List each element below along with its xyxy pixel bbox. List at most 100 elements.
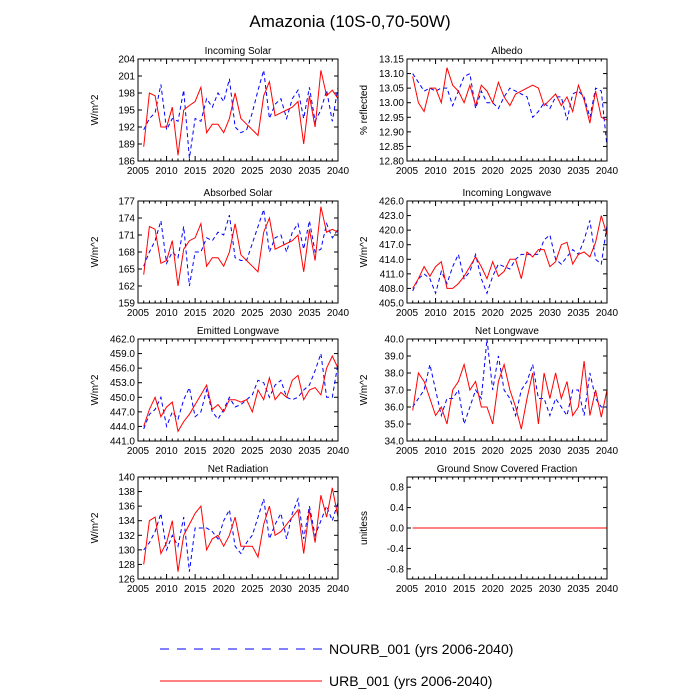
x-tick-label-emitted-longwave: 2040: [327, 446, 350, 457]
y-tick-label-ground-snow-covered-fraction: 0.8: [390, 483, 404, 494]
y-tick-label-incoming-longwave: 414.0: [379, 255, 404, 266]
y-tick-label-ground-snow-covered-fraction: -0.4: [387, 544, 405, 555]
y-tick-label-net-radiation: 140: [118, 473, 135, 484]
y-tick-label-albedo: 13.05: [379, 84, 404, 95]
y-tick-label-incoming-longwave: 420.0: [379, 226, 404, 237]
y-tick-label-albedo: 12.85: [379, 142, 404, 153]
x-tick-label-ground-snow-covered-fraction: 2020: [482, 584, 505, 595]
y-tick-label-albedo: 13.15: [379, 55, 404, 66]
plot-frame-net-radiation: [137, 476, 339, 580]
y-tick-label-emitted-longwave: 459.0: [110, 349, 135, 360]
panel-title-ground-snow-covered-fraction: Ground Snow Covered Fraction: [437, 464, 578, 475]
y-tick-label-incoming-longwave: 408.0: [379, 284, 404, 295]
y-axis-label-absorbed-solar: W/m^2: [90, 236, 101, 267]
y-tick-label-incoming-longwave: 423.0: [379, 211, 404, 222]
panel-title-incoming-longwave: Incoming Longwave: [463, 188, 552, 199]
series-line-urb-albedo: [412, 67, 608, 124]
chart-panels: Incoming Solar W/m^2 186 189 192 195 198 201 204…: [90, 46, 619, 595]
y-axis-label-incoming-solar: W/m^2: [90, 94, 101, 125]
x-tick-label-albedo: 2040: [596, 166, 619, 177]
y-tick-label-net-longwave: 40.0: [385, 335, 405, 346]
y-tick-label-net-radiation: 138: [118, 487, 135, 498]
y-tick-label-net-longwave: 36.0: [385, 403, 405, 414]
panel-title-net-longwave: Net Longwave: [475, 326, 539, 337]
y-tick-label-albedo: 13.10: [379, 69, 404, 80]
y-tick-label-incoming-solar: 195: [118, 106, 135, 117]
plot-frame-absorbed-solar: [137, 200, 339, 304]
series-line-nourb-incoming-solar: [143, 70, 339, 159]
x-tick-label-emitted-longwave: 2035: [298, 446, 321, 457]
y-tick-label-albedo: 12.80: [379, 157, 404, 168]
x-tick-label-albedo: 2020: [482, 166, 505, 177]
x-tick-label-incoming-solar: 2015: [184, 166, 207, 177]
y-tick-label-absorbed-solar: 159: [118, 299, 135, 310]
x-tick-label-incoming-longwave: 2040: [596, 308, 619, 319]
series-line-nourb-incoming-longwave: [412, 220, 608, 295]
y-tick-label-net-radiation: 130: [118, 545, 135, 556]
y-tick-label-emitted-longwave: 447.0: [110, 407, 135, 418]
series-line-urb-absorbed-solar: [143, 206, 339, 287]
legend-entry-urb: URB_001 (yrs 2006-2040): [160, 673, 492, 689]
y-tick-label-absorbed-solar: 177: [118, 197, 135, 208]
y-tick-label-incoming-solar: 201: [118, 72, 135, 83]
y-tick-label-incoming-longwave: 417.0: [379, 240, 404, 251]
panel-albedo: Albedo % reflected 12.80 12.85 12.90 12.95 13.…: [359, 46, 619, 177]
x-tick-label-absorbed-solar: 2025: [241, 308, 264, 319]
x-tick-label-net-radiation: 2030: [270, 584, 293, 595]
x-tick-label-incoming-longwave: 2025: [510, 308, 533, 319]
y-axis-label-net-longwave: W/m^2: [359, 374, 370, 405]
x-tick-label-emitted-longwave: 2025: [241, 446, 264, 457]
x-tick-label-emitted-longwave: 2030: [270, 446, 293, 457]
x-tick-label-net-longwave: 2005: [396, 446, 419, 457]
x-tick-label-incoming-longwave: 2020: [482, 308, 505, 319]
x-tick-label-incoming-longwave: 2010: [424, 308, 447, 319]
plot-frame-incoming-longwave: [406, 200, 608, 304]
series-line-urb-emitted-longwave: [143, 354, 339, 433]
panel-net-radiation: Net Radiation W/m^2 126 128 130 132 134 136 138 1…: [90, 464, 350, 595]
y-axis-label-net-radiation: W/m^2: [90, 512, 101, 543]
x-tick-label-emitted-longwave: 2010: [155, 446, 178, 457]
x-tick-label-net-radiation: 2020: [213, 584, 236, 595]
y-tick-label-incoming-longwave: 411.0: [380, 269, 405, 280]
plot-frame-net-longwave: [406, 338, 608, 442]
x-tick-label-albedo: 2005: [396, 166, 419, 177]
y-tick-label-absorbed-solar: 174: [118, 214, 135, 225]
x-tick-label-incoming-solar: 2035: [298, 166, 321, 177]
panel-incoming-longwave: Incoming Longwave W/m^2 405.0 408.0 411.0 414…: [359, 188, 619, 319]
y-tick-label-emitted-longwave: 444.0: [110, 422, 135, 433]
panel-ground-snow-covered-fraction: Ground Snow Covered Fraction unitless -0.8…: [359, 464, 619, 595]
y-axis-label-ground-snow-covered-fraction: unitless: [359, 511, 370, 545]
y-tick-label-emitted-longwave: 450.0: [110, 393, 135, 404]
y-tick-label-ground-snow-covered-fraction: 0.0: [390, 524, 404, 535]
x-tick-label-incoming-longwave: 2005: [396, 308, 419, 319]
legend: NOURB_001 (yrs 2006-2040) URB_001 (yrs 2…: [160, 641, 513, 689]
x-tick-label-ground-snow-covered-fraction: 2025: [510, 584, 533, 595]
y-tick-label-net-radiation: 132: [118, 531, 135, 542]
panel-title-incoming-solar: Incoming Solar: [205, 46, 272, 57]
x-tick-label-incoming-solar: 2040: [327, 166, 350, 177]
x-tick-label-albedo: 2015: [453, 166, 476, 177]
plot-frame-incoming-solar: [137, 58, 339, 162]
plot-frame-emitted-longwave: [137, 338, 339, 442]
x-tick-label-net-radiation: 2010: [155, 584, 178, 595]
y-tick-label-net-longwave: 39.0: [385, 352, 405, 363]
panel-title-absorbed-solar: Absorbed Solar: [204, 188, 274, 199]
y-tick-label-emitted-longwave: 462.0: [110, 335, 135, 346]
x-tick-label-net-radiation: 2040: [327, 584, 350, 595]
legend-label-urb: URB_001 (yrs 2006-2040): [329, 673, 492, 689]
series-line-nourb-net-longwave: [412, 338, 607, 425]
x-tick-label-net-longwave: 2025: [510, 446, 533, 457]
y-tick-label-albedo: 12.90: [379, 127, 404, 138]
series-line-nourb-albedo: [412, 72, 608, 147]
y-tick-label-emitted-longwave: 453.0: [110, 378, 135, 389]
y-tick-label-absorbed-solar: 171: [118, 231, 135, 242]
series-line-urb-net-radiation: [143, 487, 339, 572]
y-tick-label-incoming-solar: 189: [118, 140, 135, 151]
y-axis-label-emitted-longwave: W/m^2: [90, 374, 101, 405]
y-tick-label-absorbed-solar: 168: [118, 248, 135, 259]
figure-title: Amazonia (10S-0,70-50W): [249, 12, 450, 31]
panel-net-longwave: Net Longwave W/m^2 34.0 35.0 36.0 37.0 38.0 39.…: [359, 326, 619, 457]
y-tick-label-ground-snow-covered-fraction: 0.4: [390, 503, 404, 514]
y-tick-label-albedo: 12.95: [379, 113, 404, 124]
